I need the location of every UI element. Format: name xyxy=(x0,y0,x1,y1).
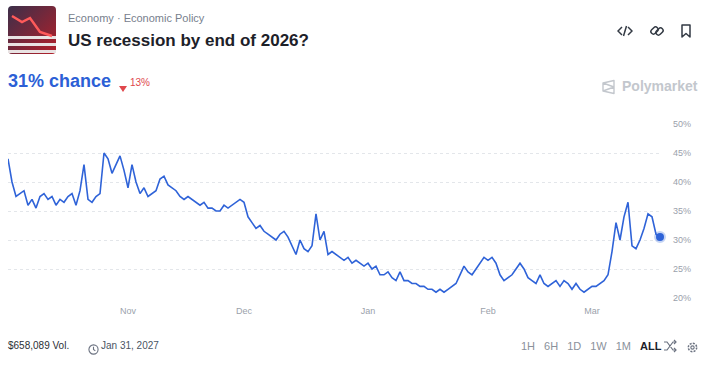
html-text:Polymarket: Polymarket xyxy=(622,78,698,94)
svg-text:Dec: Dec xyxy=(236,306,253,316)
svg-text:Mar: Mar xyxy=(584,306,600,316)
svg-text:40%: 40% xyxy=(673,177,691,187)
html-text:31% chance: 31% chance xyxy=(8,71,112,91)
html-text:1M: 1M xyxy=(615,340,631,352)
svg-text:30%: 30% xyxy=(673,235,691,245)
html-text:US recession by end of 2026?: US recession by end of 2026? xyxy=(68,31,309,50)
html-text:1D: 1D xyxy=(567,340,582,352)
svg-text:Feb: Feb xyxy=(480,306,496,316)
html-text:6H: 6H xyxy=(544,340,559,352)
svg-text:20%: 20% xyxy=(673,293,691,303)
svg-text:Jan: Jan xyxy=(361,306,376,316)
html-text:1W: 1W xyxy=(590,340,607,352)
svg-text:Nov: Nov xyxy=(120,306,137,316)
html-text:1H: 1H xyxy=(521,340,536,352)
html-text:Economy · Economic Policy: Economy · Economic Policy xyxy=(68,12,205,24)
html-text:Jan 31, 2027: Jan 31, 2027 xyxy=(101,340,159,351)
svg-text:35%: 35% xyxy=(673,206,691,216)
svg-text:45%: 45% xyxy=(673,148,691,158)
html-text:$658,089 Vol.: $658,089 Vol. xyxy=(8,340,70,351)
html-text:ALL: ALL xyxy=(640,340,662,352)
html-text:13%: 13% xyxy=(130,77,150,88)
svg-text:50%: 50% xyxy=(673,119,691,129)
svg-text:25%: 25% xyxy=(673,264,691,274)
